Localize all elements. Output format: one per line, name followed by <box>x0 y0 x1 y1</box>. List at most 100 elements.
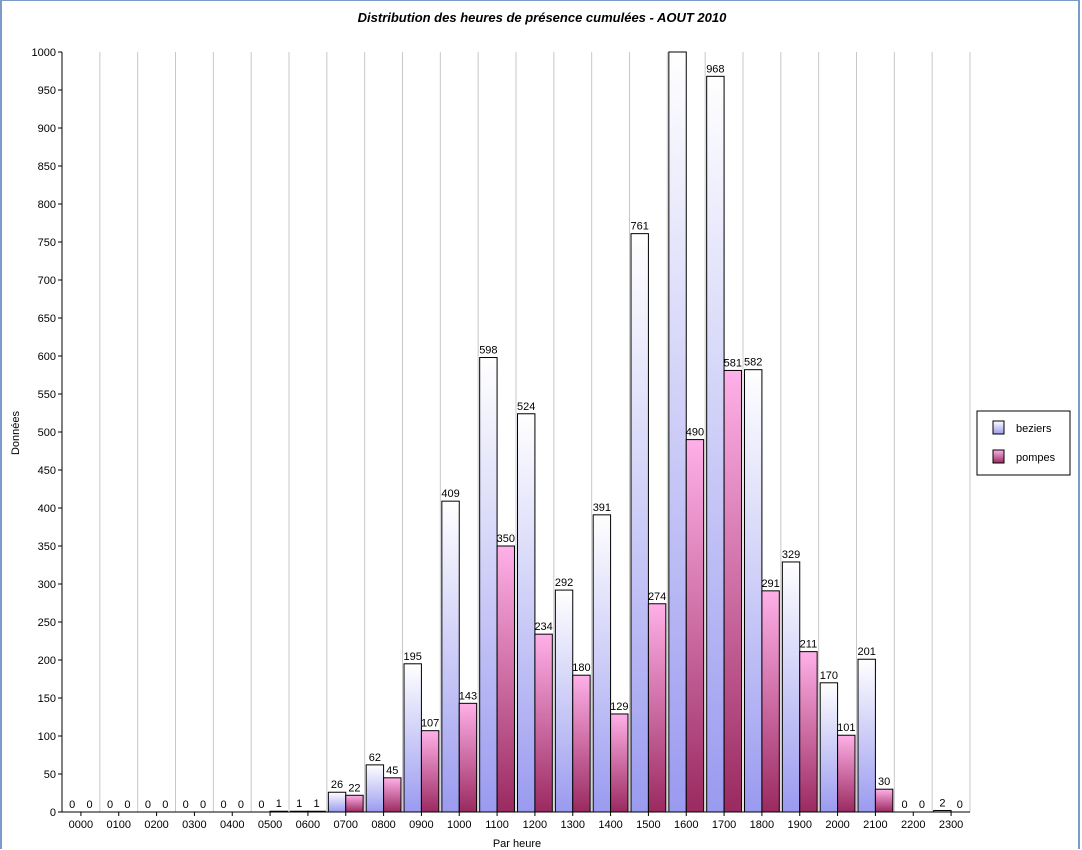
bar-beziers-1600 <box>668 51 687 813</box>
data-label-pompes-2000: 101 <box>837 722 855 734</box>
bar-beziers-0700 <box>327 791 347 813</box>
y-tick-label: 600 <box>38 351 56 363</box>
bar-pompes-1200 <box>534 633 553 813</box>
bar-pompes-1800 <box>761 590 780 813</box>
y-tick-label: 450 <box>38 465 56 477</box>
y-tick-label: 300 <box>38 579 56 591</box>
data-label-pompes-0300: 0 <box>200 799 206 811</box>
x-tick-label: 1800 <box>750 819 774 831</box>
data-label-beziers-0200: 0 <box>145 799 151 811</box>
bar-pompes-0800 <box>383 777 402 813</box>
x-tick-label: 1400 <box>598 819 622 831</box>
data-label-beziers-1800: 582 <box>744 357 762 369</box>
y-tick-label: 350 <box>38 541 56 553</box>
y-tick-label: 550 <box>38 389 56 401</box>
data-label-beziers-1900: 329 <box>782 549 800 561</box>
data-label-beziers-1000: 409 <box>441 488 459 500</box>
data-label-pompes-1100: 350 <box>497 533 515 545</box>
axis-layer: 0501001502002503003504004505005506006507… <box>32 47 970 831</box>
data-label-pompes-1700: 581 <box>724 357 742 369</box>
data-label-pompes-0800: 45 <box>386 765 398 777</box>
data-label-beziers-0500: 0 <box>258 799 264 811</box>
bar-beziers-1500 <box>630 233 649 813</box>
bar-beziers-1800 <box>744 369 763 813</box>
bar-beziers-1200 <box>517 413 536 813</box>
x-tick-label: 0000 <box>69 819 93 831</box>
data-label-pompes-0000: 0 <box>87 799 93 811</box>
data-label-pompes-1800: 291 <box>761 578 779 590</box>
bar-pompes-1400 <box>610 713 629 813</box>
data-label-pompes-0200: 0 <box>162 799 168 811</box>
y-tick-label: 200 <box>38 655 56 667</box>
x-tick-label: 0200 <box>144 819 168 831</box>
x-tick-label: 1100 <box>485 819 509 831</box>
x-tick-label: 2100 <box>863 819 887 831</box>
data-label-pompes-1000: 143 <box>459 690 477 702</box>
data-label-pompes-1300: 180 <box>572 662 590 674</box>
data-label-beziers-0400: 0 <box>220 799 226 811</box>
x-tick-label: 2200 <box>901 819 925 831</box>
x-tick-label: 0500 <box>258 819 282 831</box>
y-tick-label: 250 <box>38 617 56 629</box>
data-label-beziers-0700: 26 <box>331 779 343 791</box>
data-label-beziers-2300: 2 <box>939 797 945 809</box>
bar-beziers-2100 <box>857 658 876 813</box>
x-tick-label: 1500 <box>636 819 660 831</box>
data-label-beziers-1500: 761 <box>631 221 649 233</box>
x-tick-label: 0400 <box>220 819 244 831</box>
bars-layer <box>269 51 952 813</box>
data-label-beziers-0300: 0 <box>183 799 189 811</box>
bar-beziers-0900 <box>403 663 422 813</box>
x-tick-label: 1700 <box>712 819 736 831</box>
data-label-pompes-2200: 0 <box>919 799 925 811</box>
y-tick-label: 1000 <box>32 47 56 59</box>
data-label-beziers-1400: 391 <box>593 502 611 514</box>
y-tick-label: 500 <box>38 427 56 439</box>
x-tick-label: 1200 <box>523 819 547 831</box>
x-tick-label: 0900 <box>409 819 433 831</box>
y-tick-label: 800 <box>38 199 56 211</box>
data-label-beziers-0600: 1 <box>296 798 302 810</box>
x-tick-label: 2300 <box>939 819 963 831</box>
y-tick-label: 150 <box>38 693 56 705</box>
bar-beziers-0800 <box>365 764 385 813</box>
bar-pompes-1900 <box>799 651 818 813</box>
x-tick-label: 1000 <box>447 819 471 831</box>
data-label-pompes-1200: 234 <box>534 621 552 633</box>
data-label-beziers-1300: 292 <box>555 577 573 589</box>
data-label-pompes-1900: 211 <box>800 639 818 651</box>
y-tick-label: 100 <box>38 731 56 743</box>
bar-beziers-1100 <box>479 357 498 813</box>
data-label-beziers-1200: 524 <box>517 401 535 413</box>
bar-pompes-0900 <box>420 730 440 813</box>
y-tick-label: 50 <box>44 769 56 781</box>
x-axis-label: Par heure <box>493 838 541 850</box>
data-label-beziers-2200: 0 <box>901 799 907 811</box>
bar-pompes-1000 <box>458 702 478 813</box>
x-tick-label: 0300 <box>182 819 206 831</box>
legend-box <box>976 410 1071 476</box>
data-label-pompes-1400: 129 <box>610 701 628 713</box>
bar-pompes-2100 <box>874 788 894 813</box>
y-tick-label: 0 <box>50 807 56 819</box>
data-label-beziers-0900: 195 <box>404 651 422 663</box>
x-tick-label: 0700 <box>334 819 358 831</box>
y-tick-label: 700 <box>38 275 56 287</box>
y-axis-label: Données <box>10 410 22 455</box>
grid-layer <box>99 52 971 812</box>
bar-pompes-1700 <box>723 369 742 813</box>
bar-beziers-1400 <box>592 514 612 813</box>
bar-beziers-1300 <box>554 589 574 813</box>
x-tick-label: 1300 <box>561 819 585 831</box>
data-label-pompes-0700: 22 <box>348 782 360 794</box>
data-label-pompes-2100: 30 <box>878 776 890 788</box>
data-label-beziers-2100: 201 <box>858 646 876 658</box>
data-label-beziers-2000: 170 <box>820 670 838 682</box>
data-label-beziers-0100: 0 <box>107 799 113 811</box>
bar-pompes-0700 <box>345 794 364 813</box>
bar-beziers-1700 <box>706 75 725 813</box>
bar-beziers-2000 <box>819 682 839 813</box>
bar-beziers-1000 <box>441 500 460 813</box>
